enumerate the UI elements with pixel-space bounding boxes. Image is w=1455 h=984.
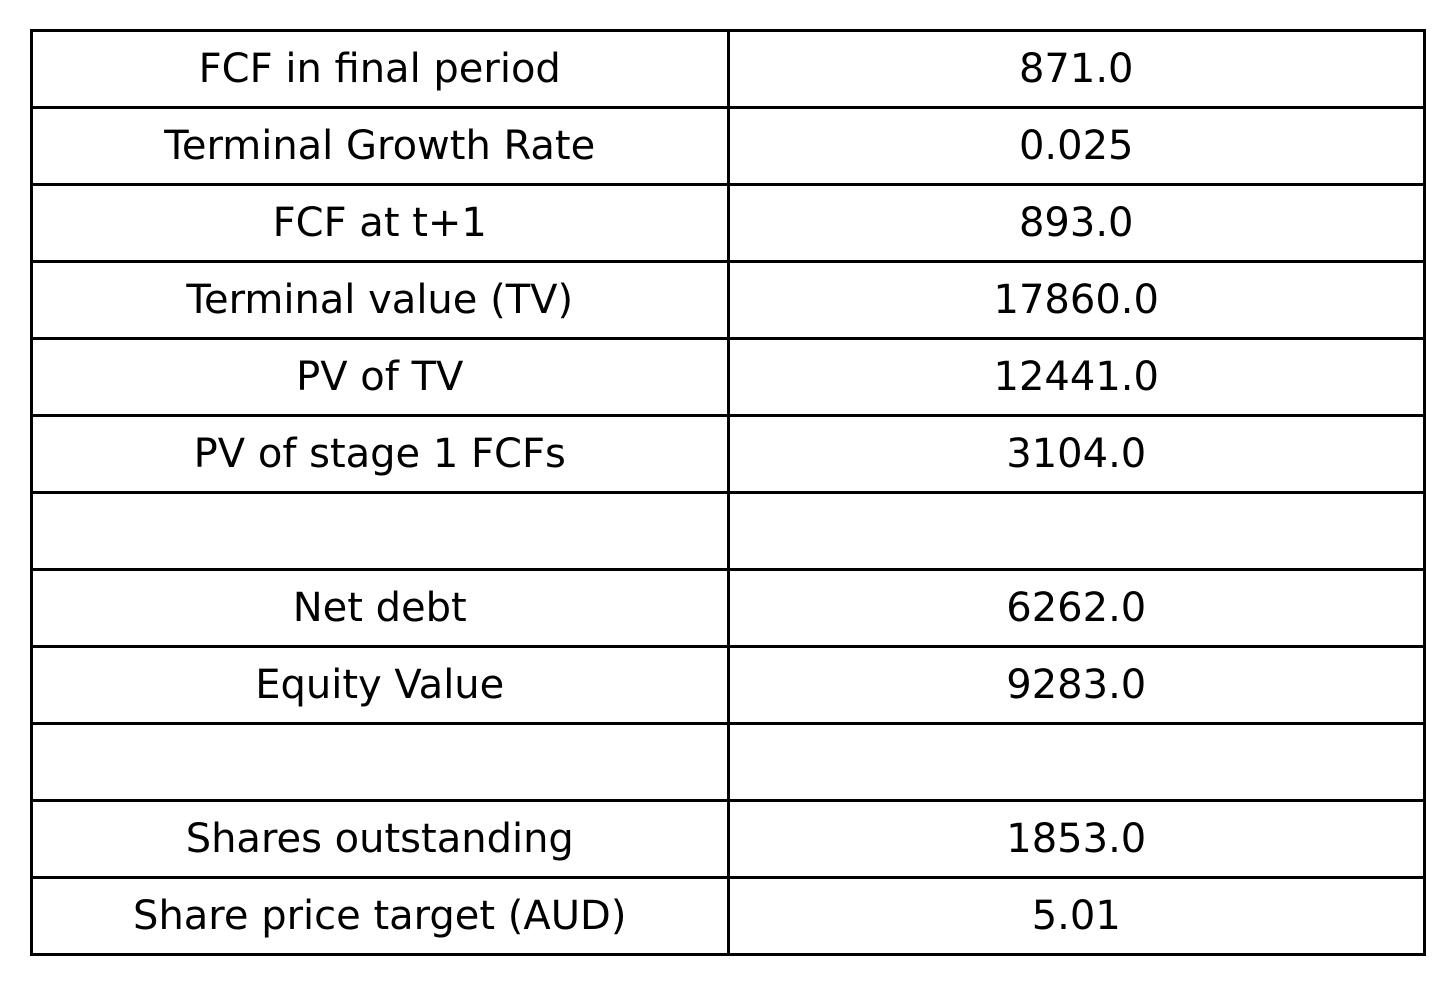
row-label-cell: PV of stage 1 FCFs: [30, 414, 730, 494]
table-row: Equity Value 9283.0: [30, 645, 1426, 725]
row-value-cell: 893.0: [726, 183, 1426, 263]
row-label-cell: Net debt: [30, 568, 730, 648]
row-label-cell: Shares outstanding: [30, 799, 730, 879]
table-row: [30, 722, 1426, 802]
row-value-cell: 1853.0: [726, 799, 1426, 879]
row-value-cell: [726, 722, 1426, 802]
table-row: FCF at t+1 893.0: [30, 183, 1426, 263]
row-label-cell: Equity Value: [30, 645, 730, 725]
table-row: PV of stage 1 FCFs 3104.0: [30, 414, 1426, 494]
valuation-table: FCF in final period 871.0 Terminal Growth …: [30, 29, 1426, 956]
table-row: Shares outstanding 1853.0: [30, 799, 1426, 879]
row-value-cell: 3104.0: [726, 414, 1426, 494]
row-value-cell: 5.01: [726, 876, 1426, 956]
table-row: PV of TV 12441.0: [30, 337, 1426, 417]
row-label-cell: PV of TV: [30, 337, 730, 417]
row-value-cell: 12441.0: [726, 337, 1426, 417]
row-value-cell: 17860.0: [726, 260, 1426, 340]
table-row: [30, 491, 1426, 571]
row-label-cell: [30, 491, 730, 571]
table-row: FCF in final period 871.0: [30, 29, 1426, 109]
table-body: FCF in final period 871.0 Terminal Growth …: [30, 29, 1426, 956]
row-value-cell: 0.025: [726, 106, 1426, 186]
row-value-cell: 9283.0: [726, 645, 1426, 725]
table-row: Terminal Growth Rate 0.025: [30, 106, 1426, 186]
table-row: Terminal value (TV) 17860.0: [30, 260, 1426, 340]
row-value-cell: [726, 491, 1426, 571]
row-label-cell: Terminal value (TV): [30, 260, 730, 340]
row-label-cell: FCF in final period: [30, 29, 730, 109]
row-label-cell: Terminal Growth Rate: [30, 106, 730, 186]
row-label-cell: Share price target (AUD): [30, 876, 730, 956]
table-row: Share price target (AUD) 5.01: [30, 876, 1426, 956]
row-label-cell: [30, 722, 730, 802]
row-value-cell: 6262.0: [726, 568, 1426, 648]
row-value-cell: 871.0: [726, 29, 1426, 109]
row-label-cell: FCF at t+1: [30, 183, 730, 263]
table-row: Net debt 6262.0: [30, 568, 1426, 648]
